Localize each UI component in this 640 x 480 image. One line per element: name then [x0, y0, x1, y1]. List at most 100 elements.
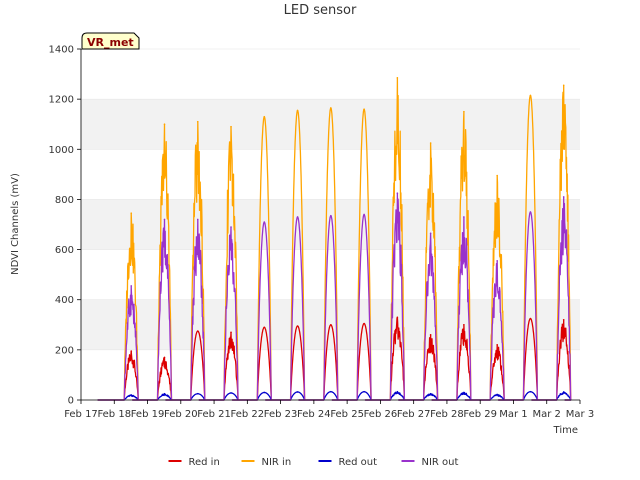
legend-item: Red out	[318, 457, 378, 468]
peak-point	[396, 316, 399, 319]
legend-label: NIR out	[422, 457, 459, 468]
peak-point	[429, 232, 432, 235]
peak-point	[130, 394, 133, 396]
x-tick-label: Mar 3	[566, 409, 594, 420]
peak-point	[330, 107, 332, 109]
peak-point	[296, 216, 299, 218]
y-axis-label: NDVI Channels (mV)	[10, 173, 21, 275]
peak-point	[363, 213, 365, 216]
peak-point	[529, 317, 532, 320]
peak-point	[263, 115, 266, 118]
peak-point	[429, 334, 432, 336]
x-tick-label: Feb 27	[397, 409, 431, 420]
peak-point	[396, 390, 399, 393]
peak-point	[163, 123, 166, 126]
peak-point	[496, 393, 498, 396]
grid-bands	[81, 48, 580, 401]
peak-point	[429, 392, 432, 395]
peak-point	[363, 322, 365, 325]
chart-title: LED sensor	[284, 3, 357, 18]
peak-point	[363, 108, 365, 110]
peak-point	[496, 174, 498, 177]
x-tick-label: Mar 2	[533, 409, 561, 420]
peak-point	[263, 391, 266, 394]
peak-point	[230, 226, 232, 228]
x-tick-label: Feb 18	[97, 409, 131, 420]
legend-label: Red out	[339, 457, 378, 468]
peak-point	[529, 211, 532, 213]
grid-band	[81, 99, 580, 150]
peak-point	[429, 142, 432, 144]
legend-item: NIR out	[401, 457, 459, 468]
y-ticks: 0 200 400 600 800 1000 1200 1400	[49, 45, 81, 407]
peak-point	[463, 110, 465, 113]
peak-point	[562, 84, 565, 87]
x-tick-label: Feb 26	[364, 409, 398, 420]
peak-point	[163, 356, 166, 359]
peak-point	[263, 326, 266, 329]
peak-point	[529, 390, 532, 393]
peak-point	[130, 285, 133, 287]
peak-point	[296, 109, 299, 112]
peak-point	[463, 391, 465, 394]
x-axis-label: Time	[553, 425, 578, 436]
peak-point	[496, 260, 498, 262]
x-ticks: Feb 17 Feb 18 Feb 19 Feb 20 Feb 21 Feb 22 Feb …	[64, 400, 594, 420]
peak-point	[130, 350, 133, 352]
x-tick-label: Feb 17	[64, 409, 98, 420]
legend-label: NIR in	[262, 457, 292, 468]
legend-item: Red in	[168, 457, 220, 468]
peak-point	[562, 196, 565, 198]
x-tick-label: Feb 25	[330, 409, 364, 420]
x-tick-label: Feb 19	[131, 409, 165, 420]
peak-point	[562, 318, 565, 321]
y-tick-label: 1000	[49, 145, 74, 156]
legend: Red in NIR in Red out NIR out	[168, 457, 459, 468]
peak-point	[230, 331, 232, 334]
x-tick-label: Feb 24	[297, 409, 331, 420]
peak-point	[230, 392, 232, 394]
x-tick-label: Feb 22	[231, 409, 265, 420]
peak-point	[296, 325, 299, 327]
x-tick-label: Feb 28	[430, 409, 464, 420]
peak-point	[296, 391, 299, 393]
peak-point	[363, 390, 365, 393]
badge-label: VR_met	[87, 36, 134, 49]
peak-point	[330, 214, 332, 217]
peak-point	[230, 125, 232, 128]
peak-point	[330, 323, 332, 326]
y-tick-label: 1200	[49, 95, 74, 106]
y-tick-label: 0	[68, 396, 74, 407]
y-tick-label: 200	[55, 345, 74, 356]
site-badge: VR_met	[81, 32, 140, 50]
peak-point	[396, 192, 399, 194]
x-tick-label: Feb 29	[463, 409, 497, 420]
peak-point	[396, 77, 399, 79]
peak-point	[263, 221, 266, 223]
peak-point	[163, 218, 166, 221]
peak-point	[196, 218, 199, 221]
peak-point	[130, 212, 133, 215]
peak-point	[463, 216, 465, 218]
x-tick-label: Mar 1	[499, 409, 527, 420]
y-tick-label: 800	[55, 195, 74, 206]
legend-label: Red in	[189, 457, 220, 468]
legend-item: NIR in	[241, 457, 292, 468]
peak-point	[529, 94, 532, 97]
peak-point	[330, 390, 332, 393]
peak-point	[196, 330, 199, 332]
y-tick-label: 1400	[49, 45, 74, 56]
x-tick-label: Feb 20	[164, 409, 198, 420]
peak-point	[463, 323, 465, 326]
peak-point	[496, 344, 498, 346]
y-tick-label: 400	[55, 295, 74, 306]
axes	[80, 49, 580, 401]
x-tick-label: Feb 23	[264, 409, 298, 420]
grid-band	[81, 199, 580, 250]
peak-point	[196, 120, 199, 123]
badge-box	[81, 32, 140, 50]
peak-point	[562, 391, 565, 393]
peak-point	[196, 392, 199, 395]
y-tick-label: 600	[55, 245, 74, 256]
